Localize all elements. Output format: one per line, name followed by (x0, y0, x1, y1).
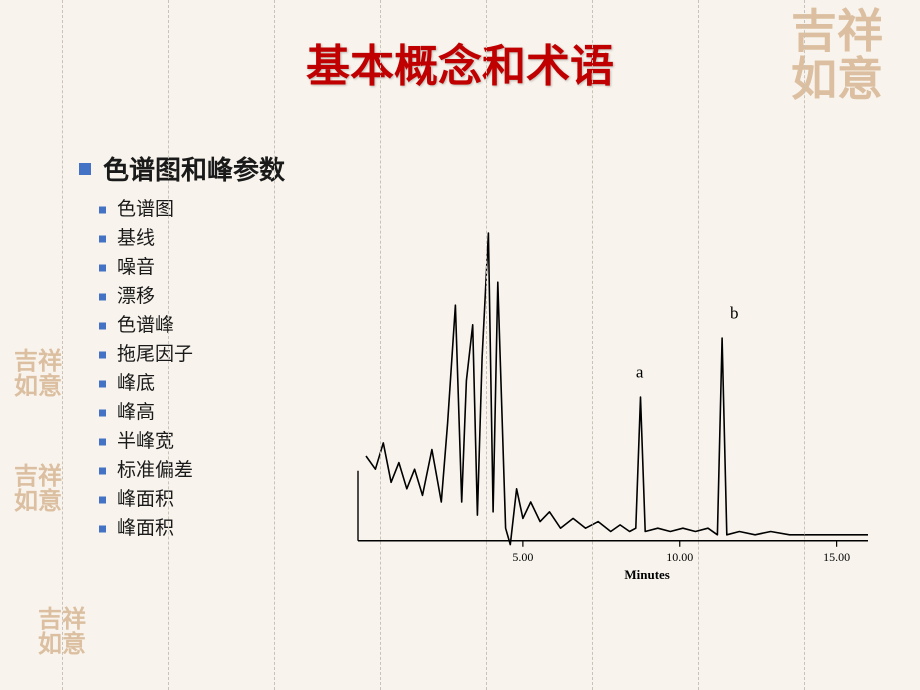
guide-line (62, 0, 63, 690)
svg-text:15.00: 15.00 (823, 550, 850, 564)
guide-line (592, 0, 593, 690)
seal-left-2: 吉祥如意 (10, 465, 66, 515)
list-item: 基线 (75, 224, 285, 253)
list-item: 半峰宽 (75, 427, 285, 456)
svg-text:10.00: 10.00 (666, 550, 693, 564)
svg-text:b: b (730, 303, 739, 322)
svg-text:5.00: 5.00 (512, 550, 533, 564)
svg-text:Minutes: Minutes (624, 567, 670, 582)
list-item: 峰底 (75, 369, 285, 398)
list-item: 噪音 (75, 253, 285, 282)
page-title: 基本概念和术语 (306, 30, 614, 94)
list-item: 峰面积 (75, 485, 285, 514)
list-item: 峰高 (75, 398, 285, 427)
guide-line (380, 0, 381, 690)
guide-line (486, 0, 487, 690)
list-item: 拖尾因子 (75, 340, 285, 369)
svg-text:a: a (636, 362, 644, 381)
list-item: 标准偏差 (75, 456, 285, 485)
guide-line (804, 0, 805, 690)
bullet-list: 色谱图和峰参数 色谱图 基线 噪音 漂移 色谱峰 拖尾因子 峰底 峰高 半峰宽 … (75, 150, 285, 543)
list-item: 漂移 (75, 282, 285, 311)
guide-line (274, 0, 275, 690)
bullet-heading: 色谱图和峰参数 (75, 150, 285, 187)
seal-left-1: 吉祥如意 (10, 350, 66, 400)
guide-line (168, 0, 169, 690)
list-item: 色谱峰 (75, 311, 285, 340)
seal-topright: 吉祥如意 (772, 8, 902, 105)
list-item: 色谱图 (75, 195, 285, 224)
list-item: 峰面积 (75, 514, 285, 543)
chromatogram-chart: 5.00 10.00 15.00 Minutes a b (348, 225, 878, 605)
guide-line (698, 0, 699, 690)
